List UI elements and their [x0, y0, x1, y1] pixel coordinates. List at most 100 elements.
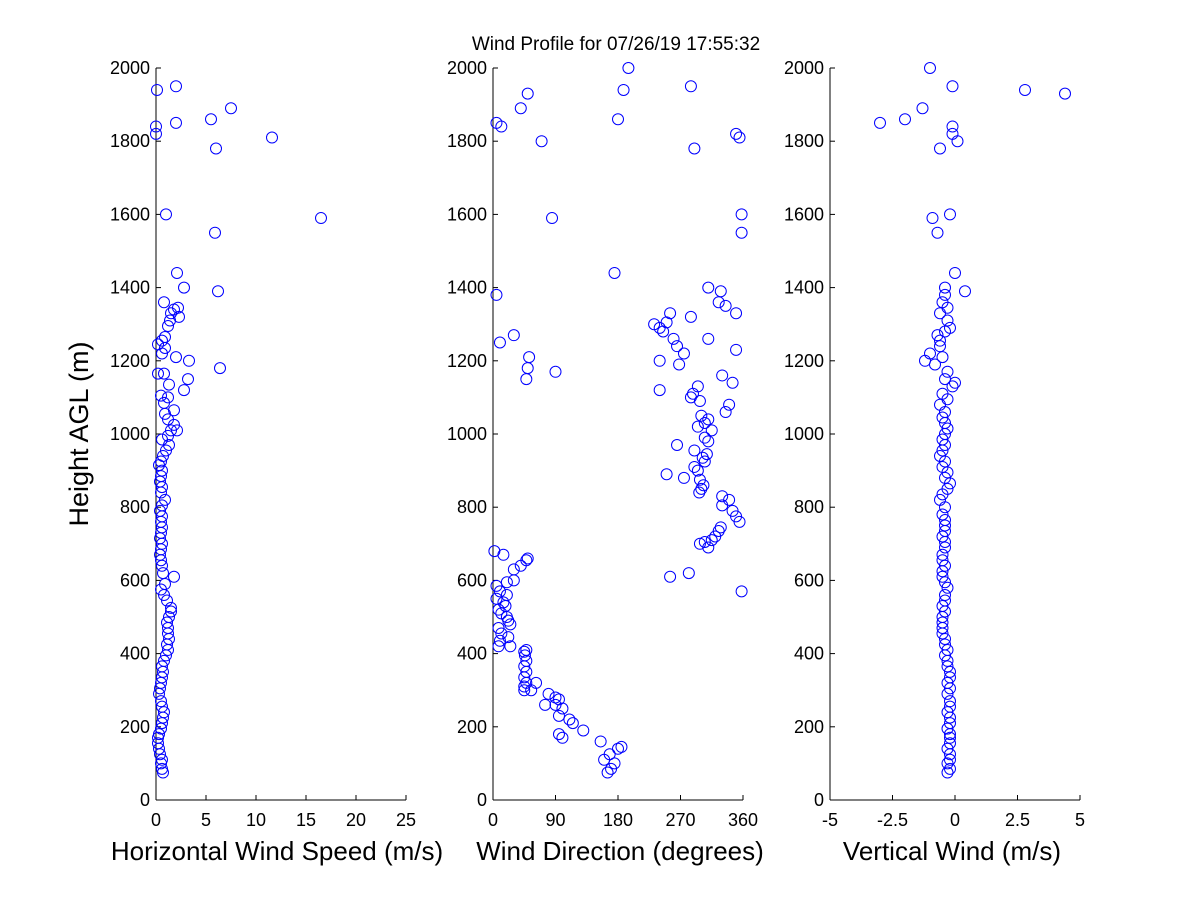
y-tick-label: 1800	[784, 131, 824, 151]
data-point	[488, 545, 501, 558]
y-tick-label: 1800	[110, 131, 150, 151]
data-point	[493, 634, 506, 647]
data-point	[500, 589, 513, 602]
data-point	[507, 563, 520, 576]
data-point	[615, 740, 628, 753]
data-point	[518, 645, 531, 658]
data-point	[163, 378, 175, 391]
data-point	[490, 592, 503, 605]
y-tick-label: 0	[477, 790, 487, 810]
data-point	[695, 409, 708, 422]
data-point	[934, 493, 946, 506]
data-point	[153, 728, 165, 741]
data-point	[612, 113, 624, 126]
data-point	[502, 631, 515, 644]
y-tick-label: 1600	[447, 204, 487, 224]
data-point	[162, 413, 174, 426]
data-point	[156, 499, 168, 512]
y-tick-label: 600	[457, 570, 487, 590]
data-point	[939, 288, 951, 301]
data-point	[944, 665, 956, 678]
x-tick-label: 2.5	[1005, 810, 1030, 830]
data-point	[163, 611, 175, 623]
data-point	[535, 135, 548, 148]
data-point	[315, 212, 327, 225]
data-point	[944, 731, 956, 744]
data-point	[714, 285, 727, 298]
data-point	[719, 406, 732, 419]
data-point	[552, 709, 565, 722]
y-tick-label: 800	[457, 497, 487, 517]
data-point	[949, 376, 961, 389]
y-tick-label: 1800	[447, 131, 487, 151]
data-point	[151, 83, 163, 96]
y-tick-label: 400	[120, 644, 150, 664]
data-point	[490, 579, 503, 592]
data-point	[520, 643, 533, 656]
y-tick-label: 800	[120, 497, 150, 517]
data-point	[156, 660, 168, 673]
data-point	[168, 404, 180, 417]
data-point	[730, 127, 743, 140]
data-point	[941, 742, 954, 755]
data-point	[171, 424, 183, 437]
data-point	[152, 737, 164, 750]
data-point	[518, 649, 531, 662]
y-tick-label: 1600	[784, 204, 824, 224]
data-point	[874, 116, 886, 129]
x-tick-label: 10	[246, 810, 266, 830]
data-point	[152, 367, 164, 380]
data-point	[939, 559, 951, 572]
data-point	[266, 131, 278, 144]
data-point	[939, 632, 951, 645]
data-point	[735, 208, 748, 221]
data-point	[165, 424, 177, 437]
data-point	[182, 373, 194, 386]
data-point	[154, 504, 166, 517]
y-tick-label: 1400	[784, 278, 824, 298]
data-point	[702, 413, 715, 426]
y-tick-label: 1600	[110, 204, 150, 224]
y-tick-label: 600	[120, 570, 150, 590]
data-point	[936, 387, 949, 400]
data-point	[944, 700, 956, 713]
y-tick-label: 0	[140, 790, 150, 810]
y-tick-label: 200	[794, 717, 824, 737]
data-point	[162, 320, 174, 333]
data-point	[225, 102, 237, 115]
data-point	[719, 299, 732, 312]
data-point	[664, 570, 677, 583]
data-point	[696, 451, 709, 464]
data-point	[1059, 87, 1071, 100]
data-point	[924, 62, 936, 74]
data-point	[939, 514, 951, 527]
x-tick-label: 360	[728, 810, 758, 830]
data-point	[150, 120, 162, 133]
y-tick-label: 0	[814, 790, 824, 810]
data-point	[514, 102, 527, 115]
data-point	[156, 700, 168, 713]
data-point	[155, 695, 167, 708]
data-point	[705, 424, 718, 437]
data-point	[924, 347, 936, 360]
data-point	[539, 698, 552, 711]
data-point	[170, 116, 182, 129]
data-point	[520, 554, 533, 567]
data-point	[492, 621, 505, 634]
data-point	[165, 605, 177, 618]
data-point	[916, 102, 929, 115]
data-point	[723, 398, 736, 411]
data-point	[944, 695, 956, 708]
data-point	[941, 766, 954, 779]
data-point	[556, 731, 569, 744]
data-point	[693, 537, 706, 550]
data-point	[931, 226, 944, 239]
data-point	[944, 737, 956, 750]
data-point	[158, 654, 170, 667]
data-point	[660, 468, 673, 481]
data-point	[899, 113, 911, 126]
data-point	[214, 362, 226, 375]
data-point	[716, 490, 729, 503]
y-tick-label: 2000	[784, 58, 824, 78]
data-point	[936, 600, 949, 613]
